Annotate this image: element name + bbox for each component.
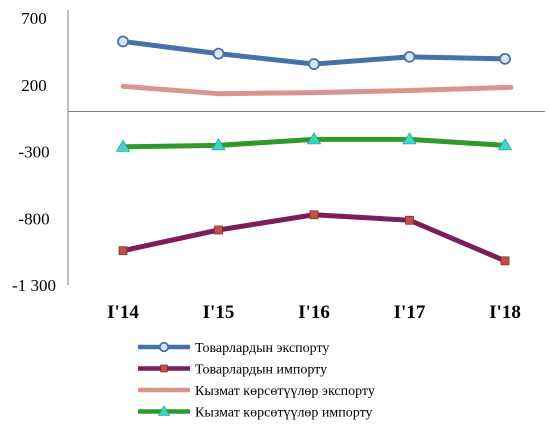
data-point-marker	[117, 35, 129, 48]
data-point-marker	[115, 139, 131, 152]
legend-label: Кызмат көрсөтүүлөр экспорту	[195, 384, 375, 399]
data-point-marker	[160, 364, 168, 373]
data-point-marker	[500, 256, 510, 266]
legend-item: Кызмат көрсөтүүлөр экспорту	[138, 384, 375, 399]
data-point-marker	[306, 132, 322, 145]
y-tick-label: -300	[18, 143, 49, 162]
data-point-marker	[497, 138, 513, 151]
data-point-marker	[214, 225, 223, 235]
legend: Товарлардын экспорту Товарлардын импорту К…	[138, 341, 375, 421]
series-line-group	[117, 35, 511, 70]
data-point-marker	[158, 341, 170, 353]
y-tick-label: 700	[21, 9, 47, 28]
data-point-marker	[309, 210, 319, 220]
series-line-group	[115, 132, 513, 152]
x-tick-label: I'16	[298, 302, 330, 323]
legend-label: Кызмат көрсөтүүлөр импорту	[195, 406, 373, 421]
y-tick-labels: 700 200 -300 -800 -1 300	[12, 9, 56, 295]
legend-item: Товарлардын импорту	[138, 363, 327, 378]
legend-label: Товарлардын импорту	[195, 363, 327, 378]
data-point-marker	[499, 52, 511, 65]
series-line-group	[118, 210, 510, 266]
data-point-marker	[308, 58, 320, 70]
data-point-marker	[212, 47, 225, 60]
x-tick-labels: I'14 I'15 I'16 I'17 I'18	[107, 302, 521, 323]
x-tick-label: I'17	[394, 302, 426, 323]
legend-item: Товарлардын экспорту	[138, 341, 329, 356]
axes	[67, 10, 545, 285]
data-point-marker	[403, 50, 416, 63]
series-line	[120, 212, 508, 264]
x-tick-label: I'18	[489, 302, 521, 323]
data-point-marker	[118, 246, 128, 256]
y-tick-label: 200	[21, 76, 47, 95]
series-group	[115, 35, 514, 266]
x-tick-label: I'15	[203, 302, 235, 323]
y-tick-label: -800	[18, 209, 49, 228]
legend-label: Товарлардын экспорту	[195, 341, 329, 356]
x-tick-label: I'14	[107, 302, 139, 323]
data-point-marker	[402, 132, 417, 145]
legend-item: Кызмат көрсөтүүлөр импорту	[138, 405, 373, 421]
y-tick-label: -1 300	[12, 276, 56, 295]
data-point-marker	[211, 138, 226, 151]
data-point-marker	[157, 405, 171, 416]
series-line	[120, 83, 514, 97]
data-point-marker	[405, 215, 414, 225]
series-line-group	[120, 83, 514, 97]
